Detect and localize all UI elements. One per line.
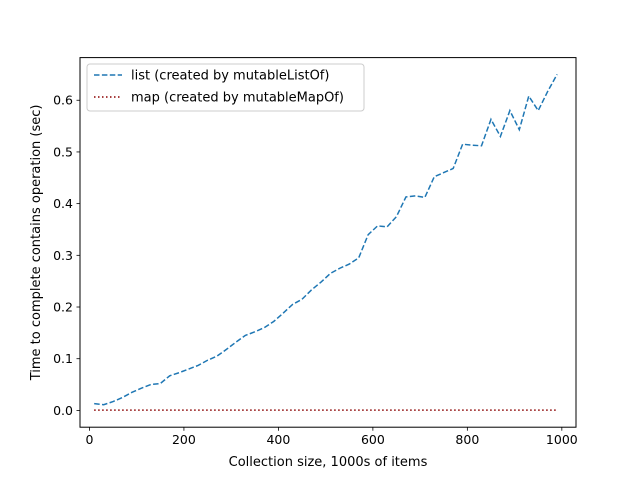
x-tick-label: 800 — [455, 432, 479, 447]
y-axis-label: Time to complete contains operation (sec… — [29, 105, 44, 382]
legend: list (created by mutableListOf) map (cre… — [86, 63, 365, 112]
y-tick-label: 0.4 — [53, 196, 73, 211]
x-axis-label: Collection size, 1000s of items — [229, 455, 428, 470]
series-line-0 — [94, 74, 558, 406]
x-tick-label: 600 — [361, 432, 385, 447]
series-layer — [94, 74, 558, 411]
x-tick-label: 0 — [85, 432, 93, 447]
y-tick-label: 0.2 — [53, 300, 73, 315]
legend-box — [86, 63, 365, 112]
x-axis: 0 200 400 600 800 1000 — [85, 427, 578, 447]
x-tick-label: 400 — [266, 432, 290, 447]
plot-area-frame — [79, 57, 577, 428]
y-axis: 0.0 0.1 0.2 0.3 0.4 0.5 0.6 — [53, 93, 80, 418]
legend-label-map: map (created by mutableMapOf) — [131, 91, 344, 106]
y-tick-label: 0.5 — [53, 144, 73, 159]
legend-label-list: list (created by mutableListOf) — [131, 69, 329, 84]
x-tick-label: 200 — [172, 432, 196, 447]
x-tick-label: 1000 — [546, 432, 578, 447]
y-tick-label: 0.1 — [53, 351, 73, 366]
y-tick-label: 0.0 — [53, 403, 73, 418]
y-tick-label: 0.6 — [53, 93, 73, 108]
y-tick-label: 0.3 — [53, 248, 73, 263]
